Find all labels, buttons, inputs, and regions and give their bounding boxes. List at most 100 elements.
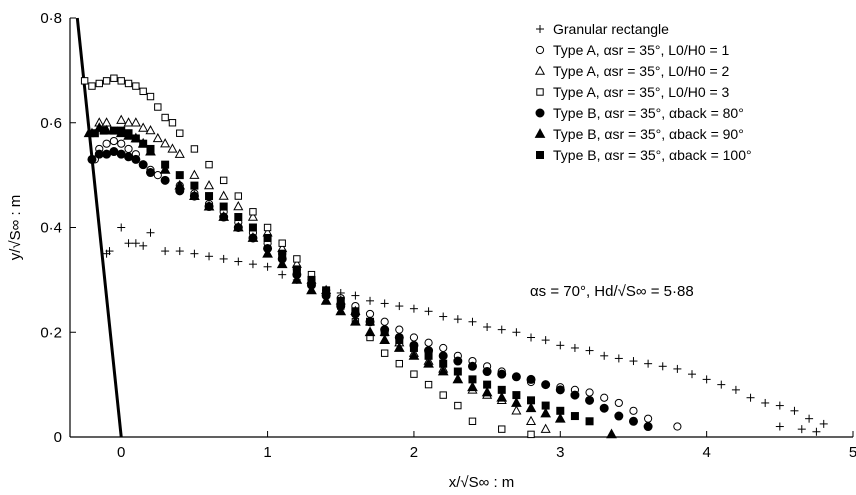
data-point — [160, 138, 171, 148]
data-point — [161, 247, 170, 256]
data-point — [393, 342, 405, 352]
data-point — [189, 190, 200, 200]
data-point — [731, 385, 740, 394]
data-point — [541, 336, 550, 345]
data-point — [146, 92, 155, 101]
data-point — [95, 79, 103, 88]
data-point — [124, 79, 133, 88]
legend-label: Type A, αsr = 35°, L0/H0 = 2 — [553, 63, 730, 79]
data-point — [453, 367, 462, 376]
chart-annotation: αs = 70°, Hd/√S∞ = 5·88 — [530, 283, 694, 300]
legend-marker — [534, 65, 546, 75]
series-0 — [102, 223, 828, 436]
data-point — [94, 149, 104, 159]
data-point — [600, 393, 609, 402]
data-point — [540, 407, 551, 418]
data-point — [526, 374, 536, 384]
data-point — [629, 357, 638, 366]
data-point — [761, 398, 770, 407]
data-point — [746, 393, 755, 402]
data-point — [138, 122, 149, 132]
data-point — [131, 154, 141, 164]
data-point — [556, 341, 565, 350]
data-point — [278, 270, 287, 279]
data-point — [351, 291, 360, 300]
data-point — [570, 390, 580, 400]
legend: Granular rectangle Type A, αsr = 35°, L0/… — [534, 21, 752, 163]
legend-label: Granular rectangle — [553, 21, 669, 37]
data-point — [87, 154, 97, 164]
data-point — [555, 385, 565, 395]
x-tick-label: 1 — [263, 444, 271, 461]
data-point — [350, 315, 361, 326]
data-point — [409, 333, 419, 342]
data-point — [805, 414, 814, 423]
data-point — [366, 296, 375, 305]
data-point — [139, 241, 148, 250]
data-point — [139, 87, 147, 96]
data-point — [205, 160, 213, 169]
data-point — [247, 211, 258, 221]
data-point — [408, 349, 420, 360]
data-point — [161, 160, 170, 169]
data-point — [248, 260, 257, 269]
x-axis-label: x/√S∞ : m — [449, 474, 515, 491]
data-point — [468, 375, 477, 384]
data-point — [541, 401, 550, 410]
data-point — [380, 317, 389, 326]
data-point — [320, 294, 332, 305]
data-point — [109, 147, 119, 157]
data-point — [790, 406, 799, 415]
data-point — [717, 380, 726, 389]
data-point — [483, 380, 492, 389]
data-point — [380, 299, 389, 308]
data-point — [643, 422, 653, 432]
data-point — [467, 361, 477, 371]
data-point — [248, 223, 257, 232]
data-point — [439, 312, 448, 321]
data-point — [380, 349, 389, 357]
data-point — [454, 401, 462, 410]
legend-label: Type A, αsr = 35°, L0/H0 = 3 — [553, 84, 730, 100]
legend-label: Type B, αsr = 35°, αback = 90° — [553, 126, 744, 142]
data-point — [138, 160, 148, 170]
data-point — [123, 117, 134, 127]
series-4 — [87, 147, 653, 432]
data-point — [336, 296, 345, 305]
data-point — [218, 190, 229, 200]
data-point — [168, 119, 177, 127]
data-point — [452, 373, 464, 384]
x-tick-label: 0 — [117, 444, 125, 461]
data-point — [117, 223, 126, 232]
data-point — [99, 126, 108, 135]
data-point — [614, 354, 623, 363]
data-point — [293, 255, 301, 263]
data-point — [124, 152, 134, 162]
legend-marker — [536, 88, 544, 96]
data-point — [644, 359, 653, 368]
data-point — [541, 380, 551, 390]
data-point — [614, 411, 624, 421]
data-point — [132, 82, 140, 90]
data-point — [146, 228, 155, 237]
data-point — [351, 307, 360, 316]
data-point — [117, 77, 125, 85]
series-6 — [90, 126, 594, 426]
data-point — [219, 202, 228, 211]
data-point — [468, 417, 477, 425]
data-point — [276, 258, 288, 269]
data-point — [512, 328, 521, 337]
data-point — [439, 359, 448, 368]
data-point — [673, 364, 682, 373]
data-point — [263, 233, 272, 242]
data-point — [234, 213, 243, 222]
data-point — [263, 223, 272, 232]
data-point — [599, 403, 609, 413]
data-point — [527, 396, 536, 405]
data-point — [423, 357, 434, 368]
series-2 — [86, 114, 551, 433]
data-point — [497, 369, 507, 379]
y-tick-label: 0·6 — [40, 115, 62, 132]
data-point — [439, 391, 447, 399]
legend-marker — [535, 45, 545, 55]
